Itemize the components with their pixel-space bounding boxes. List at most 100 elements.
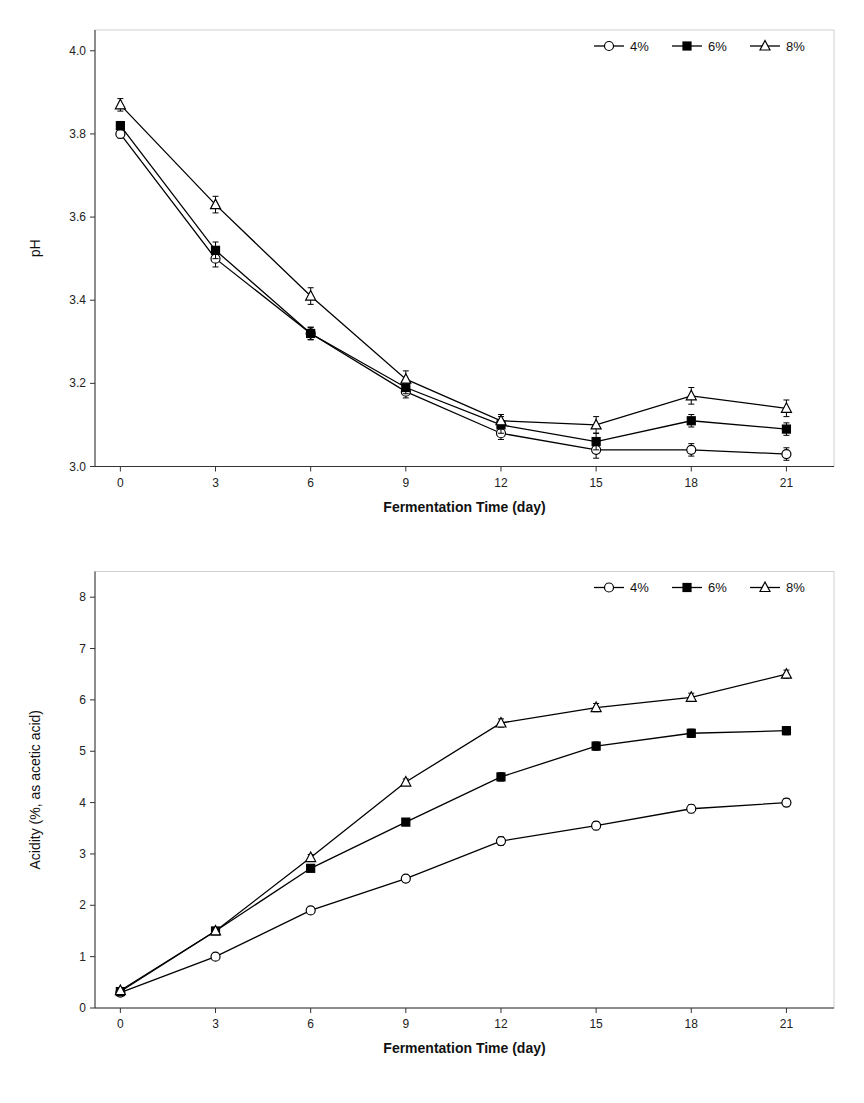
error-bar <box>117 121 123 129</box>
x-tick-label: 3 <box>212 1017 219 1031</box>
y-tick-label: 5 <box>79 744 86 758</box>
series-line <box>120 803 786 993</box>
error-bar <box>688 415 694 427</box>
y-tick <box>90 597 95 598</box>
x-tick-label: 12 <box>494 476 508 490</box>
legend-label: 8% <box>786 39 805 54</box>
data-point <box>497 773 505 781</box>
data-point <box>401 874 410 883</box>
x-axis-line <box>95 1008 834 1009</box>
data-point <box>211 199 221 209</box>
y-tick <box>90 853 95 854</box>
data-point <box>686 692 696 702</box>
data-point <box>307 864 315 872</box>
y-tick-label: 0 <box>79 1001 86 1015</box>
y-tick-label: 3.4 <box>69 293 86 307</box>
chart-canvas: 0369121518213.03.23.43.63.84.0Fermentati… <box>0 0 864 1103</box>
legend-label: 6% <box>708 580 727 595</box>
legend-label: 8% <box>786 580 805 595</box>
series <box>116 727 790 996</box>
data-point <box>306 852 316 862</box>
y-tick <box>90 1008 95 1009</box>
x-tick <box>691 1008 692 1013</box>
series <box>115 99 791 434</box>
data-point <box>496 837 505 846</box>
y-tick-label: 4.0 <box>69 44 86 58</box>
data-point <box>306 906 315 915</box>
legend-marker <box>683 42 691 50</box>
error-bar <box>403 819 409 825</box>
data-point <box>782 425 790 433</box>
y-tick-label: 3.0 <box>69 460 86 474</box>
y-tick-label: 2 <box>79 898 86 912</box>
series-line <box>120 674 786 990</box>
x-tick-label: 21 <box>780 476 794 490</box>
data-point <box>211 925 221 935</box>
data-point <box>591 702 601 712</box>
series <box>116 129 791 460</box>
error-bar <box>498 773 504 781</box>
data-point <box>687 804 696 813</box>
y-axis-line <box>95 572 96 1009</box>
x-tick <box>500 467 501 472</box>
x-tick-label: 15 <box>589 1017 603 1031</box>
data-point <box>401 374 411 384</box>
x-tick-label: 6 <box>307 1017 314 1031</box>
x-tick-label: 6 <box>307 476 314 490</box>
data-point <box>496 415 506 425</box>
error-bar <box>593 742 599 750</box>
y-tick <box>90 50 95 51</box>
legend-marker <box>760 582 770 592</box>
y-tick <box>90 699 95 700</box>
error-bar <box>213 242 219 259</box>
y-axis-line <box>95 30 96 467</box>
x-tick <box>786 467 787 472</box>
legend: 4% 6% 8% <box>594 580 805 595</box>
x-tick <box>310 467 311 472</box>
y-tick <box>90 133 95 134</box>
x-tick <box>405 467 406 472</box>
data-point <box>687 417 695 425</box>
y-tick <box>90 217 95 218</box>
x-tick-label: 9 <box>402 476 409 490</box>
legend-marker <box>605 42 614 51</box>
data-point <box>781 403 791 413</box>
data-point <box>592 742 600 750</box>
y-tick-label: 4 <box>79 796 86 810</box>
x-tick-label: 3 <box>212 476 219 490</box>
data-point <box>115 99 125 109</box>
y-tick-label: 7 <box>79 642 86 656</box>
data-point <box>687 729 695 737</box>
x-tick-label: 12 <box>494 1017 508 1031</box>
legend-label: 4% <box>630 580 649 595</box>
x-tick <box>405 1008 406 1013</box>
data-point <box>115 985 125 995</box>
y-axis-label: pH <box>27 239 43 257</box>
x-tick-label: 0 <box>117 1017 124 1031</box>
data-point <box>401 777 411 787</box>
x-tick <box>596 467 597 472</box>
data-point <box>212 246 220 254</box>
data-point <box>307 329 315 337</box>
x-tick <box>215 1008 216 1013</box>
x-tick <box>691 467 692 472</box>
x-tick-label: 18 <box>685 1017 699 1031</box>
plot-frame <box>95 30 834 467</box>
x-tick <box>215 467 216 472</box>
y-axis-label: Acidity (%, as acetic acid) <box>27 710 43 870</box>
data-layer <box>115 99 791 461</box>
legend-label: 4% <box>630 39 649 54</box>
data-point <box>781 669 791 679</box>
legend-label: 6% <box>708 39 727 54</box>
data-point <box>686 390 696 400</box>
data-point <box>402 818 410 826</box>
y-tick <box>90 466 95 467</box>
x-tick-label: 18 <box>685 476 699 490</box>
x-tick-label: 0 <box>117 476 124 490</box>
data-point <box>211 952 220 961</box>
y-tick-label: 3.2 <box>69 376 86 390</box>
x-tick <box>786 1008 787 1013</box>
chart-panel: 036912151821012345678Fermentation Time (… <box>27 572 834 1057</box>
x-tick <box>596 1008 597 1013</box>
data-point <box>592 438 600 446</box>
